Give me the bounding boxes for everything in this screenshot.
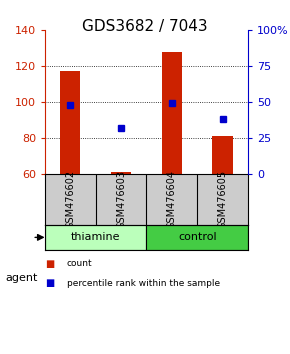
Text: GSM476603: GSM476603: [116, 170, 126, 229]
Text: ■: ■: [45, 278, 54, 288]
Text: percentile rank within the sample: percentile rank within the sample: [67, 279, 220, 288]
Text: ■: ■: [45, 259, 54, 269]
Bar: [162, 52, 182, 173]
Text: GSM476605: GSM476605: [218, 170, 228, 229]
Text: control: control: [178, 232, 217, 242]
Bar: [146, 225, 248, 250]
Text: thiamine: thiamine: [71, 232, 120, 242]
Bar: [60, 72, 81, 173]
Bar: [212, 136, 233, 173]
Text: GSM476602: GSM476602: [65, 170, 75, 229]
Text: count: count: [67, 259, 92, 268]
Bar: [111, 172, 131, 173]
Text: GSM476604: GSM476604: [167, 170, 177, 229]
Text: agent: agent: [6, 273, 38, 283]
Bar: [45, 225, 146, 250]
Text: GDS3682 / 7043: GDS3682 / 7043: [82, 19, 208, 34]
